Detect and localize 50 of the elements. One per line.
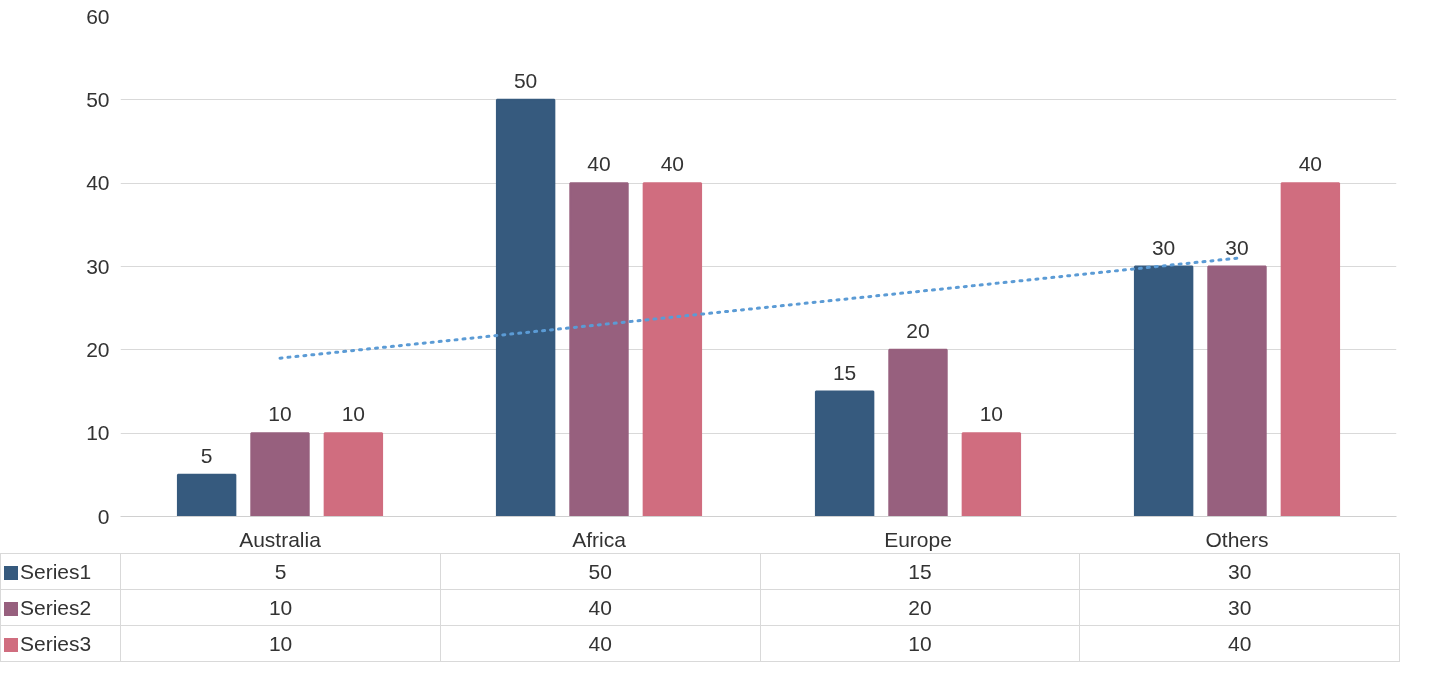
bar [1133, 265, 1194, 517]
y-tick-label: 60 [86, 4, 110, 28]
bar [250, 432, 310, 517]
data-label: 40 [440, 589, 761, 626]
text: 20 [906, 318, 930, 342]
data-label: 15 [760, 553, 1080, 590]
bar [814, 390, 875, 517]
text: 5 [200, 443, 213, 467]
legend-label: Series1 [0, 553, 121, 590]
bar [495, 98, 556, 517]
bar [569, 182, 629, 517]
text: 40 [587, 152, 611, 176]
text: 10 [979, 402, 1004, 426]
y-tick-label: 20 [86, 337, 110, 361]
data-label: 40 [1079, 625, 1400, 662]
data-label: 5 [120, 553, 441, 590]
data-label: 30 [1079, 553, 1400, 590]
text: 30 [1225, 235, 1249, 259]
x-tick-label: Africa [572, 527, 627, 551]
text: 40 [660, 152, 685, 176]
bar [888, 348, 948, 517]
y-tick-label: 50 [86, 87, 110, 111]
x-tick-label: Europe [884, 527, 952, 551]
data-label: 10 [120, 589, 441, 626]
data-label: 50 [440, 553, 761, 590]
data-label: 30 [1079, 589, 1400, 626]
text: 10 [268, 402, 292, 426]
data-label: 40 [440, 625, 761, 662]
text: 40 [1298, 152, 1323, 176]
legend-label: Series3 [0, 625, 121, 662]
text: 50 [513, 68, 538, 92]
bar [1280, 182, 1341, 517]
x-tick-label: Others [1205, 527, 1269, 551]
y-tick-label: 10 [86, 421, 110, 445]
text: 30 [1151, 235, 1176, 259]
legend-label: Series2 [0, 589, 121, 626]
text: 10 [341, 402, 366, 426]
y-tick-label: 30 [86, 254, 110, 278]
x-tick-label: Australia [239, 527, 322, 551]
bar [642, 182, 703, 517]
bar [176, 473, 237, 517]
bar [323, 432, 384, 517]
data-label: 10 [760, 625, 1080, 662]
data-label: 10 [120, 625, 441, 662]
bar [961, 432, 1022, 517]
y-tick-label: 0 [97, 504, 110, 528]
y-tick-label: 40 [86, 171, 110, 195]
text: 15 [832, 360, 857, 384]
bar [1207, 265, 1267, 517]
data-label: 20 [760, 589, 1080, 626]
